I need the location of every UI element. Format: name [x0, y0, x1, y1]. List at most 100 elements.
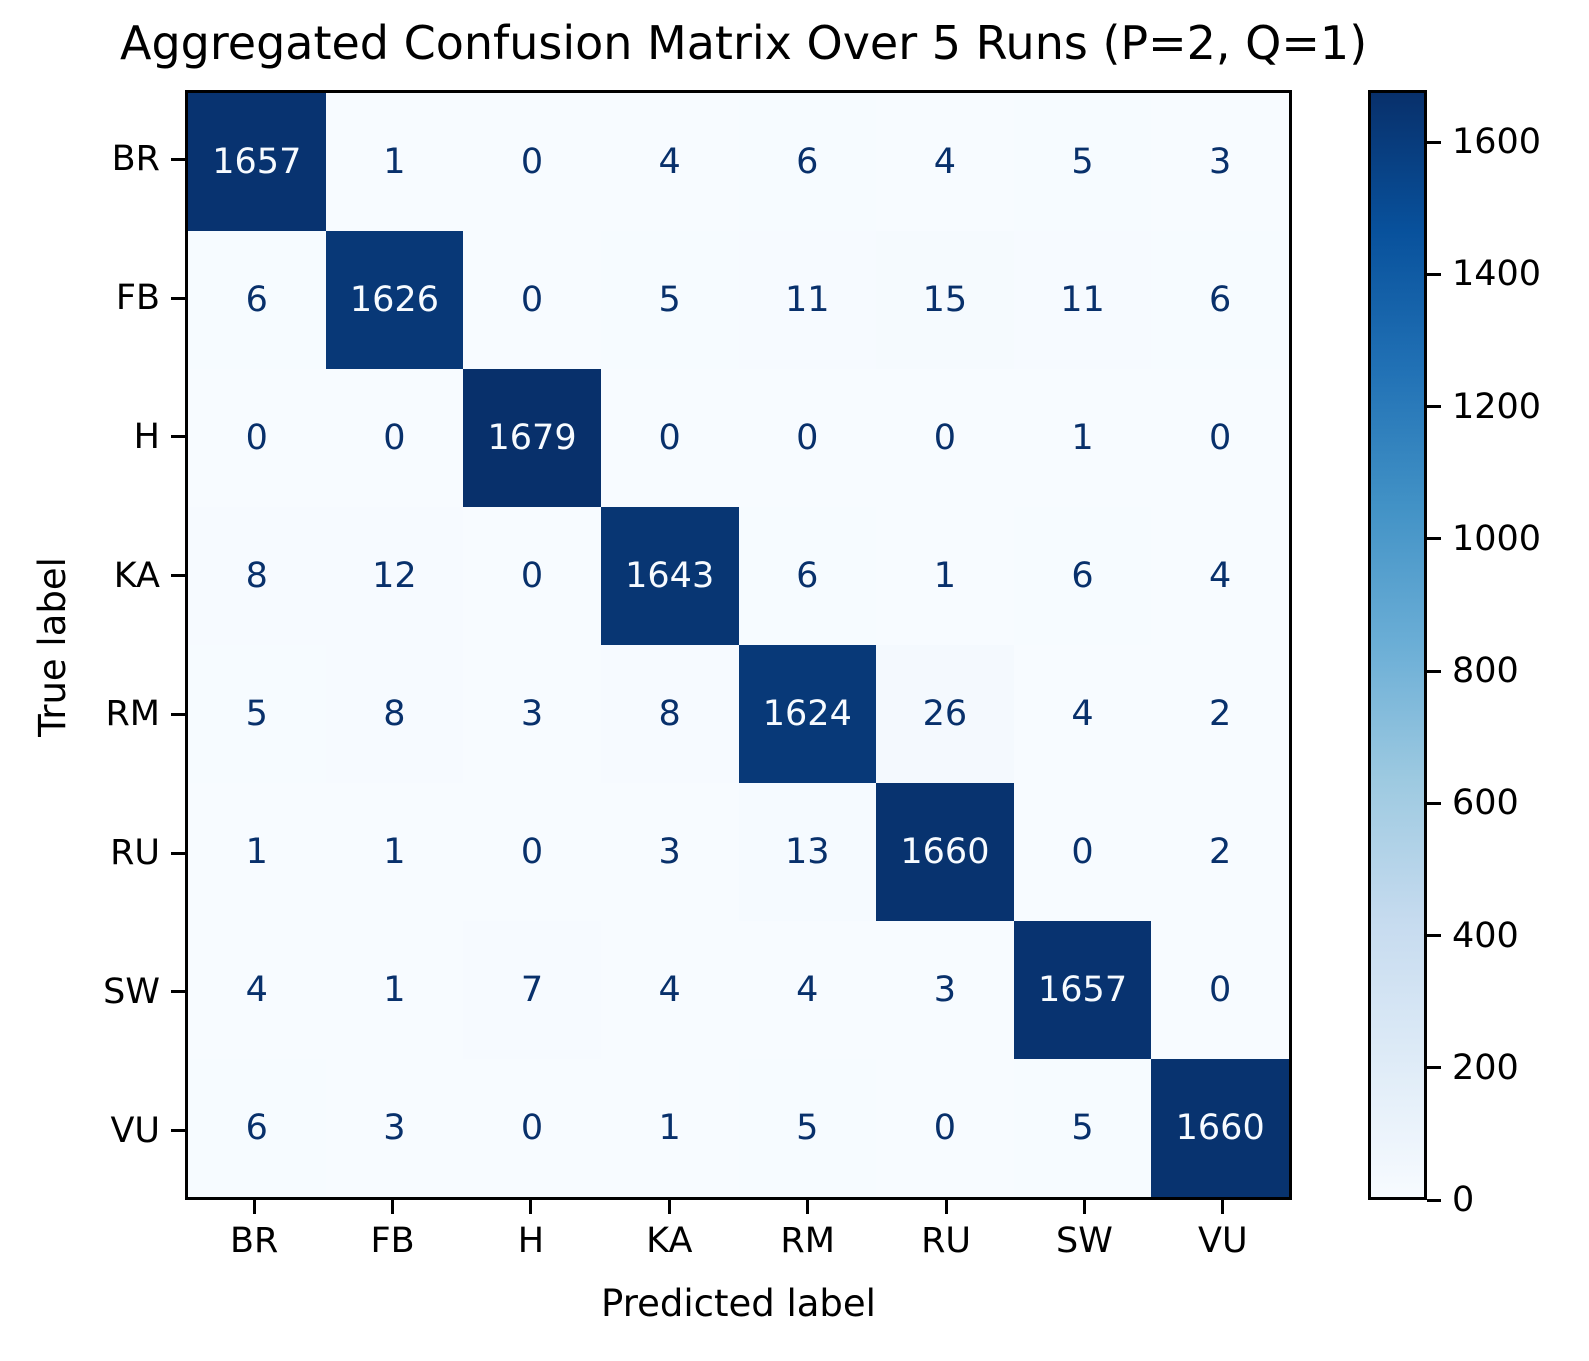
heatmap-cell: 6: [188, 231, 326, 369]
heatmap-cell: 26: [876, 645, 1014, 783]
colorbar-tick-label: 1000: [1452, 518, 1542, 559]
heatmap-cell: 0: [600, 369, 739, 507]
x-tick-label: RU: [921, 1221, 972, 1261]
colorbar-tick-mark: [1427, 140, 1441, 144]
heatmap-cell: 2: [1151, 783, 1289, 921]
heatmap-cell: 3: [1151, 93, 1289, 231]
heatmap-cell: 3: [876, 921, 1014, 1059]
heatmap-cell: 0: [1013, 783, 1152, 921]
heatmap-cell: 1660: [876, 783, 1014, 921]
heatmap-cell: 0: [463, 507, 601, 645]
y-tick-label: RM: [105, 694, 160, 735]
x-tick-label: BR: [230, 1221, 279, 1261]
heatmap-cell: 6: [1151, 231, 1289, 369]
colorbar-tick-mark: [1427, 272, 1441, 276]
colorbar-tick-mark: [1427, 669, 1441, 673]
x-tick-label: SW: [1056, 1221, 1113, 1261]
x-tick-mark: [252, 1200, 256, 1214]
heatmap-cell: 1: [1013, 369, 1152, 507]
y-tick-mark: [171, 1129, 185, 1133]
y-tick-label: H: [133, 416, 160, 457]
x-tick-label: H: [517, 1221, 545, 1261]
heatmap-cell: 12: [325, 507, 464, 645]
heatmap-cell: 1: [188, 783, 326, 921]
heatmap-cell: 5: [600, 231, 739, 369]
heatmap-cell: 5: [188, 645, 326, 783]
heatmap-cell: 8: [325, 645, 464, 783]
heatmap-cell: 6: [738, 93, 877, 231]
heatmap-cell: 0: [738, 369, 877, 507]
heatmap-cell: 4: [1151, 507, 1289, 645]
heatmap-cell: 1: [600, 1059, 739, 1197]
colorbar-tick-label: 800: [1452, 651, 1519, 692]
heatmap-cell: 4: [1013, 645, 1152, 783]
colorbar-tick-mark: [1427, 405, 1441, 409]
heatmap-cell: 0: [463, 1059, 601, 1197]
heatmap-cell: 4: [600, 93, 739, 231]
heatmap-cell: 7: [463, 921, 601, 1059]
y-tick-mark: [171, 574, 185, 578]
colorbar-tick-label: 600: [1452, 783, 1519, 824]
heatmap-cell: 0: [463, 231, 601, 369]
y-tick-label: RU: [110, 833, 160, 874]
heatmap-cell: 0: [188, 369, 326, 507]
heatmap-cell: 4: [188, 921, 326, 1059]
y-tick-label: FB: [115, 278, 160, 319]
heatmap-cell: 5: [1013, 93, 1152, 231]
heatmap-axes: 1657 1 0 4 6 4 5 3 6 1626 0 5 11 15 11 6 0 0 1679 0 0 0 1 0 8 12 0…: [185, 90, 1292, 1200]
colorbar-tick-mark: [1427, 1066, 1441, 1070]
y-tick-label: SW: [103, 971, 160, 1012]
heatmap-cell: 3: [600, 783, 739, 921]
heatmap-cell: 0: [463, 783, 601, 921]
heatmap-cell: 0: [325, 369, 464, 507]
colorbar-tick-label: 400: [1452, 915, 1519, 956]
heatmap-cell: 6: [738, 507, 877, 645]
heatmap-cell: 6: [188, 1059, 326, 1197]
x-tick-label: KA: [646, 1221, 693, 1261]
x-tick-mark: [1221, 1200, 1225, 1214]
heatmap-cell: 1626: [325, 231, 464, 369]
y-tick-label: BR: [111, 139, 160, 180]
colorbar: [1368, 90, 1427, 1200]
heatmap-cell: 8: [600, 645, 739, 783]
heatmap-cell: 3: [325, 1059, 464, 1197]
heatmap-cell: 1: [325, 921, 464, 1059]
colorbar-tick-mark: [1427, 1198, 1441, 1202]
x-tick-mark: [944, 1200, 948, 1214]
heatmap-cell: 1657: [1013, 921, 1152, 1059]
y-tick-mark: [171, 712, 185, 716]
heatmap-cell: 11: [738, 231, 877, 369]
colorbar-tick-label: 200: [1452, 1047, 1519, 1088]
colorbar-tick-label: 1400: [1452, 254, 1542, 295]
y-tick-mark: [171, 435, 185, 439]
x-tick-mark: [667, 1200, 671, 1214]
x-tick-mark: [806, 1200, 810, 1214]
heatmap-cell: 1657: [188, 93, 326, 231]
colorbar-tick-mark: [1427, 934, 1441, 938]
heatmap-grid: 1657 1 0 4 6 4 5 3 6 1626 0 5 11 15 11 6 0 0 1679 0 0 0 1 0 8 12 0…: [188, 93, 1289, 1197]
y-tick-mark: [171, 851, 185, 855]
y-axis-title: True label: [31, 557, 74, 737]
y-tick-label: VU: [110, 1110, 160, 1151]
heatmap-cell: 4: [876, 93, 1014, 231]
heatmap-cell: 1679: [463, 369, 601, 507]
chart-title: Aggregated Confusion Matrix Over 5 Runs …: [120, 16, 1368, 70]
heatmap-cell: 5: [738, 1059, 877, 1197]
x-axis-title: Predicted label: [601, 1282, 876, 1325]
x-tick-label: FB: [370, 1221, 415, 1261]
heatmap-cell: 4: [738, 921, 877, 1059]
heatmap-cell: 5: [1013, 1059, 1152, 1197]
heatmap-cell: 1: [325, 783, 464, 921]
heatmap-cell: 0: [463, 93, 601, 231]
heatmap-cell: 1624: [738, 645, 877, 783]
x-tick-label: RM: [780, 1221, 835, 1261]
heatmap-cell: 0: [876, 369, 1014, 507]
heatmap-cell: 1: [876, 507, 1014, 645]
heatmap-cell: 1643: [600, 507, 739, 645]
y-tick-mark: [171, 296, 185, 300]
heatmap-cell: 15: [876, 231, 1014, 369]
heatmap-cell: 13: [738, 783, 877, 921]
heatmap-cell: 6: [1013, 507, 1152, 645]
heatmap-cell: 0: [1151, 369, 1289, 507]
